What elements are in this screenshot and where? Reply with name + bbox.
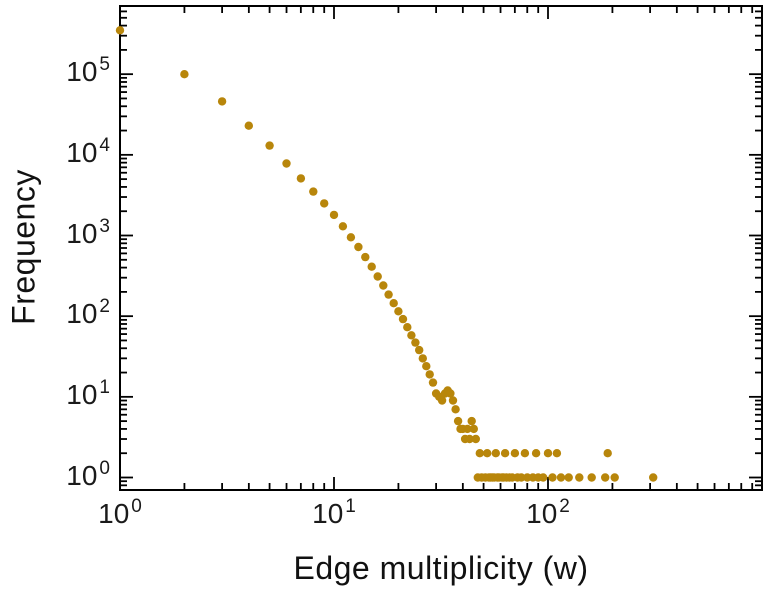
data-point [483, 449, 492, 458]
data-point [346, 233, 356, 242]
y-tick-label: 10 5 [0, 54, 110, 90]
data-point [428, 378, 438, 387]
data-point [603, 449, 612, 458]
data-point [543, 449, 553, 458]
tick-exponent: 1 [345, 496, 356, 517]
y-tick-label: 10 3 [0, 216, 110, 252]
tick-base: 10 [312, 498, 344, 529]
data-point [463, 424, 472, 434]
data-point [469, 424, 478, 434]
x-tick-label: 10 0 [98, 496, 142, 532]
data-point [361, 252, 370, 262]
data-point [422, 362, 431, 371]
data-point [465, 434, 474, 444]
data-point [520, 449, 530, 458]
tick-exponent: 0 [99, 458, 110, 479]
data-point [320, 199, 329, 208]
data-point [329, 210, 339, 220]
data-point [539, 473, 548, 482]
data-point [531, 449, 541, 458]
x-tick-label: 10 1 [312, 496, 356, 532]
data-point [338, 222, 348, 231]
data-point [437, 396, 447, 405]
data-point [517, 473, 526, 482]
tick-base: 10 [66, 379, 98, 410]
tick-base: 10 [66, 298, 98, 329]
data-point [398, 314, 408, 324]
tick-exponent: 0 [131, 496, 142, 517]
data-point [367, 262, 376, 271]
data-point [467, 416, 476, 426]
tick-exponent: 3 [99, 216, 110, 237]
tick-base: 10 [66, 56, 98, 87]
tick-base: 10 [98, 498, 130, 529]
data-point [548, 473, 557, 482]
data-point [394, 307, 403, 316]
data-point [610, 473, 619, 482]
data-point [418, 354, 427, 363]
data-point [475, 449, 484, 458]
tick-base: 10 [66, 137, 98, 168]
data-point [244, 121, 253, 130]
data-point [415, 345, 424, 355]
tick-base: 10 [526, 498, 558, 529]
data-point [373, 272, 382, 281]
data-point [552, 449, 562, 458]
data-point [575, 473, 584, 482]
data-point [601, 473, 610, 482]
data-point [556, 473, 566, 482]
data-point [296, 174, 306, 183]
y-tick-label: 10 0 [0, 458, 110, 494]
data-point [282, 159, 291, 168]
data-point [510, 449, 520, 458]
data-point [411, 338, 420, 347]
x-axis-title: Edge multiplicity (w) [293, 550, 589, 586]
data-point [425, 370, 434, 379]
data-point [403, 323, 412, 332]
data-point [451, 405, 460, 414]
tick-base: 10 [66, 460, 98, 491]
tick-exponent: 5 [99, 54, 110, 75]
data-point [265, 141, 274, 150]
tick-exponent: 1 [99, 377, 110, 398]
data-point [384, 290, 393, 299]
data-point [587, 473, 596, 482]
y-tick-label: 10 4 [0, 135, 110, 171]
tick-exponent: 4 [99, 135, 110, 156]
y-tick-label: 10 2 [0, 296, 110, 332]
data-point [500, 449, 510, 458]
tick-exponent: 2 [99, 296, 110, 317]
tick-exponent: 2 [559, 496, 570, 517]
y-tick-label: 10 1 [0, 377, 110, 413]
data-point [309, 187, 318, 196]
data-point [491, 449, 500, 458]
data-point [389, 299, 398, 308]
data-point [446, 389, 455, 398]
x-tick-label: 10 2 [526, 496, 570, 532]
data-point [379, 281, 388, 290]
data-point [115, 26, 125, 35]
data-point [453, 416, 463, 426]
tick-base: 10 [66, 218, 98, 249]
plot-border [119, 5, 763, 491]
data-point [649, 473, 658, 482]
data-point [471, 434, 480, 444]
data-point [564, 473, 573, 482]
data-point [448, 396, 458, 405]
data-point [354, 242, 363, 252]
data-point [407, 331, 416, 340]
data-point [217, 97, 227, 106]
data-point [180, 70, 189, 79]
